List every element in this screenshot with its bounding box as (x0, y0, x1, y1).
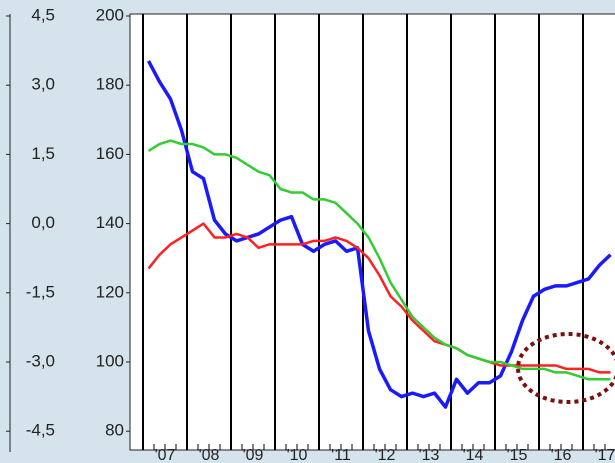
x-tick-label: '13 (419, 447, 440, 463)
y2-tick-label: 0,0 (31, 213, 55, 232)
y-tick-label: 140 (96, 213, 124, 232)
y-tick-label: 80 (105, 421, 124, 440)
x-tick-label: '10 (287, 447, 308, 463)
series-line (146, 60, 612, 409)
highlight-ellipse (516, 332, 615, 404)
y-tick-label: 200 (96, 5, 124, 24)
y-tick-label: 100 (96, 351, 124, 370)
y2-tick-label: -3,0 (26, 351, 55, 370)
x-tick-label: '15 (507, 447, 528, 463)
plot (142, 14, 612, 450)
y2-tick-label: -4,5 (26, 421, 55, 440)
x-tick-label: '08 (199, 447, 220, 463)
series-line (147, 222, 611, 374)
y2-tick-label: 3,0 (31, 75, 55, 94)
x-tick-label: '11 (331, 447, 351, 463)
y2-tick-label: 4,5 (31, 5, 55, 24)
x-tick-label: '16 (551, 447, 572, 463)
plot-area (129, 13, 615, 451)
x-tick-label: '09 (243, 447, 264, 463)
series-line (147, 139, 611, 381)
x-tick-label: '07 (155, 447, 176, 463)
y-tick-label: 120 (96, 282, 124, 301)
x-tick-label: '14 (463, 447, 484, 463)
x-tick-label: '17 (595, 447, 615, 463)
y-tick-label: 160 (96, 144, 124, 163)
y2-tick-label: -1,5 (26, 282, 55, 301)
y-tick-label: 180 (96, 75, 124, 94)
y2-tick-label: 1,5 (31, 144, 55, 163)
x-tick-label: '12 (375, 447, 396, 463)
